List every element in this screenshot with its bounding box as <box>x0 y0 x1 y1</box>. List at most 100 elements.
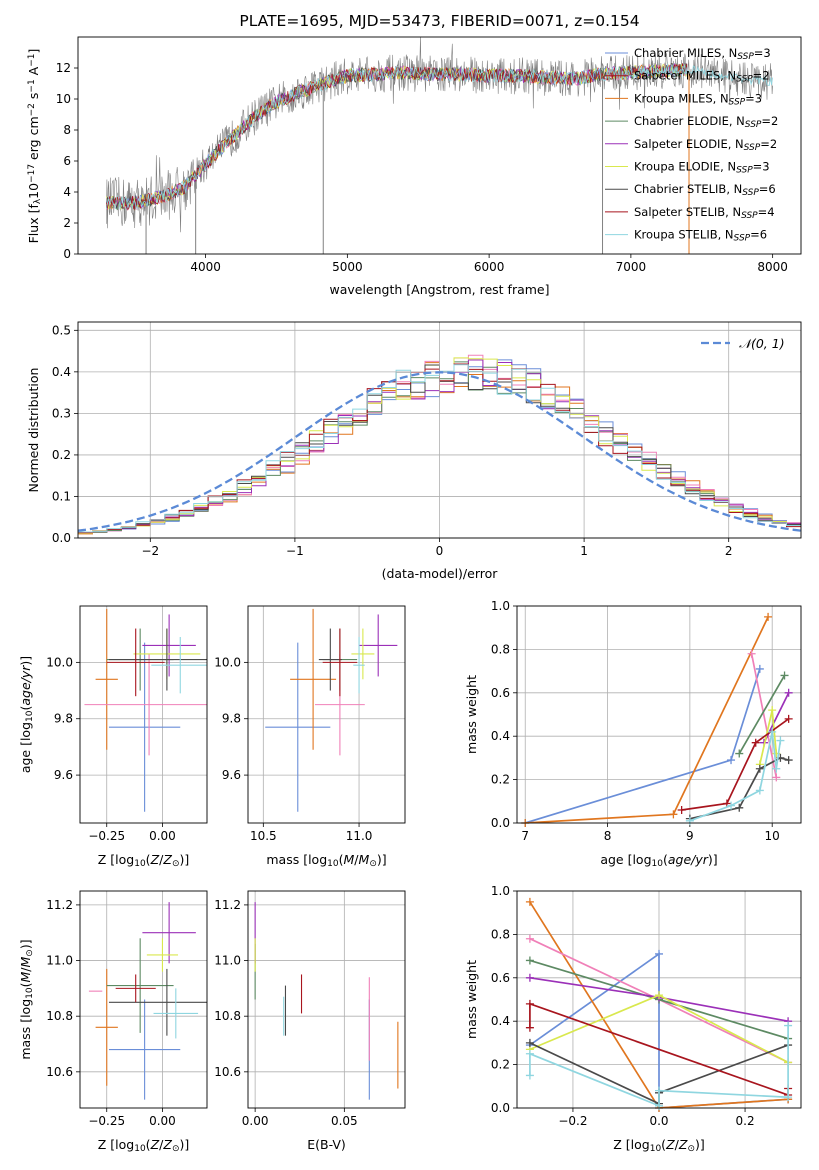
mass-weight-vs-age-xtick-label: 7 <box>521 829 529 843</box>
mass-weight-vs-metallicity-series-8-marker <box>525 1049 534 1058</box>
age-vs-mass-ytick-label: 10.0 <box>214 655 241 669</box>
mass-weight-vs-age-series-8-marker <box>776 736 785 745</box>
spectrum-xtick-label: 5000 <box>332 260 363 274</box>
spectrum-ytick-label: 4 <box>63 185 71 199</box>
spectrum-frame <box>77 36 802 255</box>
mass-vs-metallicity-ytick-label: 11.2 <box>46 898 73 912</box>
legend-entry: Kroupa ELODIE, NSSP=3 <box>634 160 770 176</box>
hist-ylabel: Normed distribution <box>26 368 41 493</box>
mass-weight-vs-metallicity-series-6-marker <box>525 1038 534 1047</box>
spectrum-xtick-label: 4000 <box>190 260 221 274</box>
hist-legend-label: 𝒩(0, 1) <box>739 336 785 351</box>
mass-weight-vs-age-ytick-label: 0.6 <box>491 686 510 700</box>
mass-weight-vs-age-xtick-label: 8 <box>604 829 612 843</box>
mass-weight-vs-age-ylabel: mass weight <box>464 675 479 754</box>
mass-vs-ebv-ytick-label: 11.0 <box>214 954 241 968</box>
mass-weight-vs-metallicity-ylabel: mass weight <box>464 960 479 1039</box>
mass-weight-vs-age-ytick-label: 0.4 <box>491 729 510 743</box>
model-spectrum-line-8 <box>106 63 688 211</box>
mass-weight-vs-metallicity-series-3-marker <box>525 956 534 965</box>
age-vs-metallicity-ytick-label: 10.0 <box>46 655 73 669</box>
mass-weight-vs-metallicity-frame <box>516 890 802 1109</box>
mass-vs-metallicity-ylabel: mass [log10(M/M⊙)] <box>18 939 35 1059</box>
mass-weight-vs-metallicity-series-1-marker <box>525 897 534 906</box>
mass-weight-vs-age-series-3 <box>738 674 786 755</box>
mass-weight-vs-metallicity-series-8-marker <box>655 1101 663 1110</box>
age-vs-metallicity-frame <box>79 605 208 824</box>
mass-vs-metallicity-xlabel: Z [log10(Z/Z⊙)] <box>98 1137 190 1154</box>
hist-ytick-label: 0.3 <box>52 406 71 420</box>
spectrum-ylabel: Flux [fλ10−17 erg cm−2 s−1 A−1] <box>26 49 43 244</box>
legend-entry: Kroupa MILES, NSSP=3 <box>634 91 762 107</box>
mass-weight-vs-age-xtick-label: 10 <box>765 829 780 843</box>
mass-vs-ebv-xlabel: E(B-V) <box>307 1137 346 1152</box>
legend-entry: Salpeter ELODIE, NSSP=2 <box>634 137 777 153</box>
spectrum-xtick-label: 8000 <box>757 260 788 274</box>
mass-weight-vs-age-series-1-marker <box>764 612 773 621</box>
age-vs-mass-xtick-label: 11.0 <box>346 829 373 843</box>
age-vs-metallicity-ytick-label: 9.6 <box>54 768 73 782</box>
mass-weight-vs-age-series-8-marker <box>755 786 764 795</box>
model-spectrum-line-7 <box>106 63 688 211</box>
legend-entry: Salpeter MILES, NSSP=2 <box>634 69 770 85</box>
mass-weight-vs-age-series-5-marker <box>768 706 777 715</box>
mass-weight-vs-age-series-8-marker <box>772 764 781 773</box>
mass-weight-vs-age-series-4-marker <box>784 688 793 697</box>
mass-weight-vs-metallicity-xtick-label: 0.0 <box>649 1114 668 1128</box>
mass-weight-vs-metallicity-xtick-label: −0.2 <box>558 1114 587 1128</box>
mass-weight-vs-age-ytick-label: 1.0 <box>491 599 510 613</box>
mass-weight-vs-metallicity-ytick-label: 0.8 <box>491 927 510 941</box>
mass-weight-vs-age-series-4 <box>763 692 790 744</box>
mass-weight-vs-age-series-3-marker <box>735 749 744 758</box>
mass-weight-vs-age-series-6-marker <box>755 764 764 773</box>
mass-weight-vs-age-series-1-marker <box>669 810 678 819</box>
age-vs-mass-frame <box>247 605 406 824</box>
mass-weight-vs-age-series-6-marker <box>784 756 793 765</box>
mass-weight-vs-age-series-7-marker <box>751 738 760 747</box>
mass-vs-metallicity-ytick-label: 11.0 <box>46 954 73 968</box>
spectrum-xtick-label: 7000 <box>616 260 647 274</box>
hist-xtick-label: 2 <box>725 544 733 558</box>
spectrum-xlabel: wavelength [Angstrom, rest frame] <box>329 282 549 297</box>
mass-weight-vs-age-series-6-marker <box>735 803 744 812</box>
mass-weight-vs-metallicity-series-0 <box>529 952 789 1108</box>
mass-weight-vs-age-xlabel: age [log10(age/yr)] <box>600 852 717 869</box>
hist-xtick-label: −1 <box>286 544 304 558</box>
spectrum-ytick-label: 6 <box>63 154 71 168</box>
legend-entry: Salpeter STELIB, NSSP=4 <box>634 205 775 221</box>
spectrum-ytick-label: 0 <box>63 247 71 261</box>
age-vs-mass-xtick-label: 10.5 <box>250 829 277 843</box>
mass-vs-ebv-frame <box>247 890 406 1109</box>
mass-weight-vs-metallicity-ytick-label: 1.0 <box>491 884 510 898</box>
mass-weight-vs-age-ytick-label: 0.0 <box>491 816 510 830</box>
mass-vs-metallicity-ytick-label: 10.6 <box>46 1065 73 1079</box>
model-spectrum-line-0 <box>106 64 688 210</box>
spectrum-ytick-label: 12 <box>56 61 71 75</box>
mass-weight-vs-metallicity-series-8-marker <box>784 1093 793 1102</box>
mass-weight-vs-age-series-2 <box>750 653 778 778</box>
mass-weight-vs-metallicity-series-2-marker <box>525 934 534 943</box>
mass-weight-vs-metallicity-series-8-marker <box>784 1021 793 1030</box>
figure-title: PLATE=1695, MJD=53473, FIBERID=0071, z=0… <box>239 12 640 30</box>
mass-weight-vs-age-series-0-marker <box>755 664 764 673</box>
hist-ytick-label: 0.1 <box>52 489 71 503</box>
hist-ytick-label: 0.5 <box>52 323 71 337</box>
hist-ytick-label: 0.2 <box>52 448 71 462</box>
mass-weight-vs-metallicity-ytick-label: 0.4 <box>491 1014 510 1028</box>
mass-weight-vs-age-xtick-label: 9 <box>686 829 694 843</box>
mass-vs-ebv-ytick-label: 10.8 <box>214 1009 241 1023</box>
mass-vs-metallicity-frame <box>79 890 208 1109</box>
spectrum-xtick-label: 6000 <box>474 260 505 274</box>
mass-weight-vs-age-frame <box>516 605 802 824</box>
mass-weight-vs-metallicity-series-4-marker <box>525 973 534 982</box>
age-vs-mass-ytick-label: 9.6 <box>222 768 241 782</box>
hist-frame <box>77 321 802 539</box>
mass-weight-vs-metallicity-series-8-marker <box>655 1086 663 1095</box>
mass-weight-vs-metallicity-ytick-label: 0.0 <box>491 1101 510 1115</box>
mass-weight-vs-metallicity-series-7-marker <box>525 1023 534 1032</box>
hist-ytick-label: 0.4 <box>52 365 71 379</box>
hist-xtick-label: 0 <box>436 544 444 558</box>
hist-xlabel: (data-model)/error <box>382 566 499 581</box>
legend-entry: Chabrier STELIB, NSSP=6 <box>634 182 776 198</box>
legend-entry: Kroupa STELIB, NSSP=6 <box>634 228 767 244</box>
